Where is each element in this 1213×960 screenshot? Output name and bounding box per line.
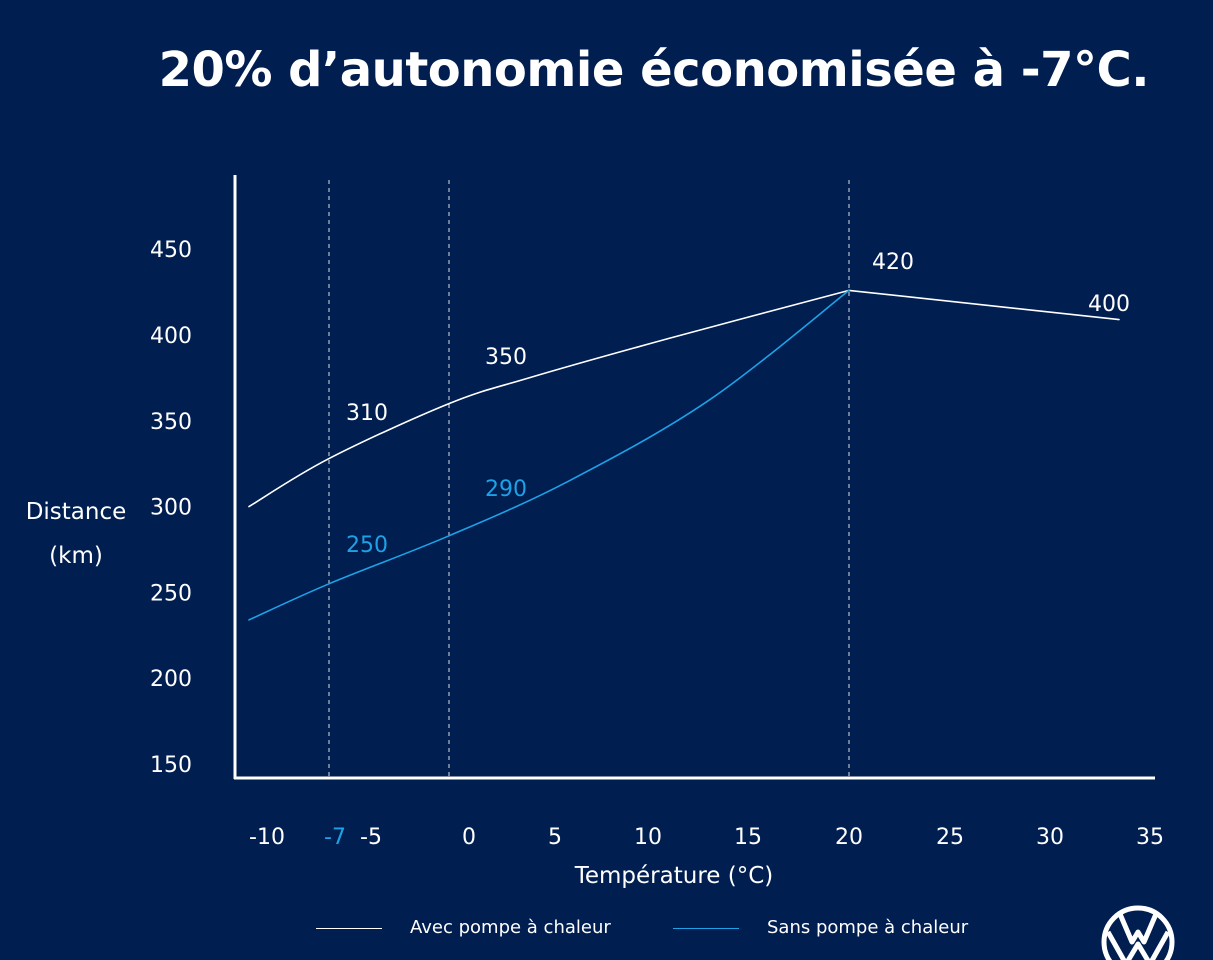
vw-logo-icon [1101,905,1175,960]
legend-item-with-heat-pump: Avec pompe à chaleur [316,913,611,943]
y-axis-label-line-1: Distance [25,499,127,525]
legend-label-with-heat-pump: Avec pompe à chaleur [410,917,611,938]
legend-swatch-without-heat-pump [673,927,739,929]
y-axis-label-line-2: (km) [49,543,103,569]
data-label-400: 400 [1088,292,1130,317]
x-tick-label-25: 25 [936,825,964,850]
y-tick-label-400: 400 [150,324,192,349]
legend-item-without-heat-pump: Sans pompe à chaleur [673,913,968,943]
series-line-without-heat-pump [248,289,850,621]
x-tick-label-15: 15 [734,825,762,850]
data-label-310: 310 [346,401,388,426]
x-axis-label: Température (°C) [574,863,774,889]
y-tick-label-450: 450 [150,238,192,263]
data-label-290: 290 [485,477,527,502]
y-tick-label-150: 150 [150,753,192,778]
data-label-350: 350 [485,345,527,370]
x-tick-label-10: 10 [634,825,662,850]
y-tick-label-300: 300 [150,496,192,521]
x-tick-label--5: -5 [360,825,382,850]
y-tick-label-350: 350 [150,410,192,435]
y-tick-label-250: 250 [150,581,192,606]
x-tick-label-35: 35 [1136,825,1164,850]
x-tick-label-highlight: -7 [324,825,346,850]
x-tick-label-0: 0 [462,825,476,850]
data-label-420: 420 [872,250,914,275]
y-axis-label: Distance (km) [14,490,138,578]
data-label-250: 250 [346,533,388,558]
legend-swatch-with-heat-pump [316,927,382,929]
line-chart: 450 400 350 300 250 200 150 -10 -5 0 5 10 15 20 25 30 35… [150,175,1164,889]
series-line-with-heat-pump [248,289,1120,508]
x-tick-label-20: 20 [835,825,863,850]
x-tick-label-30: 30 [1036,825,1064,850]
x-tick-label--10: -10 [249,825,285,850]
legend-label-without-heat-pump: Sans pompe à chaleur [767,917,969,938]
y-tick-label-200: 200 [150,667,192,692]
x-tick-label-5: 5 [548,825,562,850]
chart-title: 20% d’autonomie économisée à -7°C. [158,42,1150,98]
